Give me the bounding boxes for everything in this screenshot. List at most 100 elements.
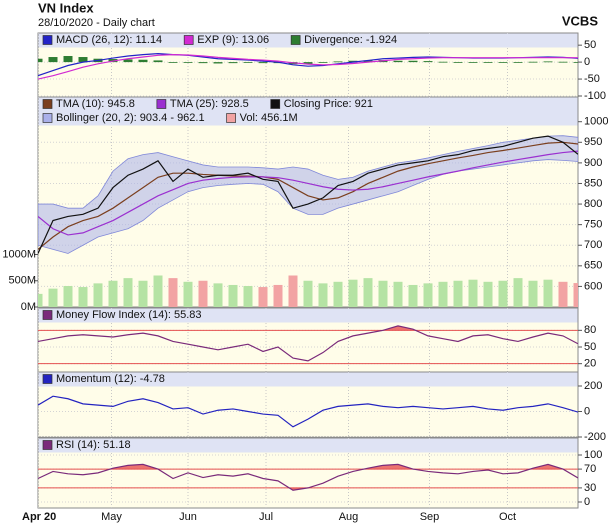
bar	[318, 62, 328, 63]
plot-area	[38, 97, 578, 307]
bar	[153, 60, 163, 63]
legend-swatch	[226, 113, 236, 123]
bar	[558, 281, 568, 307]
bar	[123, 59, 133, 63]
legend-strip	[38, 97, 578, 126]
bar	[318, 283, 328, 307]
bar	[63, 286, 73, 307]
y-tick-label: 650	[584, 260, 602, 272]
bar	[408, 60, 418, 63]
bar	[288, 275, 298, 307]
y-tick-label: 600	[584, 280, 602, 292]
bar	[543, 61, 553, 63]
y-tick-label: 900	[584, 157, 602, 169]
bar	[408, 284, 418, 307]
line	[38, 463, 578, 491]
y-tick-label: 20	[584, 358, 596, 370]
legend-label: Closing Price: 921	[284, 98, 373, 110]
bar	[558, 61, 568, 63]
bar	[378, 280, 388, 307]
y-tick-label: 100	[584, 449, 602, 461]
legend-strip	[38, 33, 578, 48]
bar	[168, 278, 178, 307]
bar	[48, 288, 58, 307]
bar	[423, 61, 433, 63]
legend-strip	[38, 438, 578, 453]
y-tick-label: -100	[584, 90, 606, 102]
bar	[393, 281, 403, 307]
chart-title: VN Index	[38, 0, 94, 15]
bar	[363, 278, 373, 307]
bar	[348, 279, 358, 307]
legend-label: Bollinger (20, 2): 903.4 - 962.1	[56, 112, 205, 124]
x-tick-label: Aug	[339, 511, 359, 523]
bar	[498, 62, 508, 63]
x-tick-label: May	[101, 511, 122, 523]
bar	[438, 281, 448, 307]
y-tick-label: 700	[584, 239, 602, 251]
bar	[123, 278, 133, 307]
plot-area	[38, 308, 578, 372]
y2-tick-label: 0M	[21, 301, 36, 313]
bar	[528, 280, 538, 307]
line	[38, 325, 578, 362]
line	[38, 54, 578, 80]
bar	[423, 283, 433, 307]
bar	[573, 62, 578, 63]
y-tick-label: 30	[584, 482, 596, 494]
line	[38, 141, 578, 250]
legend-label: TMA (25): 928.5	[170, 98, 249, 110]
x-tick-label: Apr 20	[22, 511, 56, 523]
bar	[183, 281, 193, 307]
bar	[468, 62, 478, 63]
y-tick-label: 1000	[584, 116, 608, 128]
bar	[198, 280, 208, 307]
legend-label: Divergence: -1.924	[304, 34, 397, 46]
legend-swatch	[42, 310, 53, 320]
line	[38, 395, 578, 428]
legend-label: Money Flow Index (14): 55.83	[56, 309, 202, 321]
legend-label: MACD (26, 12): 11.14	[56, 34, 162, 46]
y-tick-label: 850	[584, 177, 602, 189]
x-tick-label: Oct	[499, 511, 516, 523]
x-tick-label: Sep	[420, 511, 440, 523]
plot-area	[38, 438, 578, 508]
bar	[258, 62, 268, 64]
legend-swatch	[42, 35, 53, 45]
legend-swatch	[290, 35, 301, 45]
legend-swatch	[42, 99, 53, 109]
bar	[78, 57, 88, 63]
bar	[243, 286, 253, 307]
bar	[543, 279, 553, 307]
bar	[138, 280, 148, 307]
bollinger-band	[38, 135, 578, 254]
line	[38, 150, 578, 236]
bar	[153, 275, 163, 307]
bar	[48, 57, 58, 63]
y-tick-label: -200	[584, 431, 606, 443]
y-tick-label: 80	[584, 324, 596, 336]
line	[38, 135, 578, 254]
y2-tick-label: 500M	[8, 275, 36, 287]
bar	[483, 281, 493, 307]
bar	[198, 62, 208, 64]
bar	[93, 283, 103, 307]
y-tick-label: 800	[584, 198, 602, 210]
y-tick-label: 0	[584, 496, 590, 508]
bar	[303, 280, 313, 307]
bar	[258, 287, 268, 307]
bar	[108, 280, 118, 307]
bar	[528, 61, 538, 63]
legend-label: Vol: 456.1M	[240, 112, 298, 124]
legend-swatch	[183, 35, 194, 45]
bar	[468, 279, 478, 307]
y-tick-label: 200	[584, 380, 602, 392]
y-tick-label: -50	[584, 73, 600, 85]
bar	[38, 293, 43, 307]
bar	[333, 61, 343, 63]
bar	[243, 62, 253, 63]
y-tick-label: 0	[584, 405, 590, 417]
bar	[138, 59, 148, 63]
bar	[228, 284, 238, 307]
